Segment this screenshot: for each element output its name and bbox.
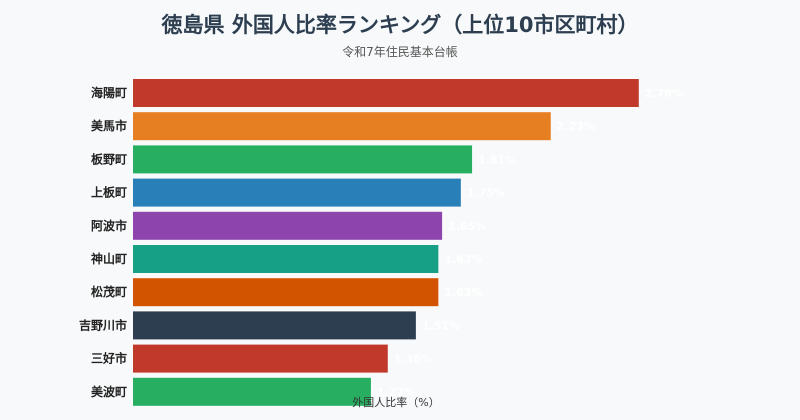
value-label-3: 1.75% [467, 187, 505, 200]
category-label-5: 神山町 [91, 251, 127, 266]
bar-8 [133, 344, 388, 373]
category-label-2: 板野町 [91, 151, 127, 166]
value-label-7: 1.51% [422, 319, 460, 332]
bar-6 [133, 278, 439, 307]
category-label-1: 美馬市 [91, 118, 127, 133]
bar-7 [133, 311, 416, 340]
category-label-9: 美波町 [91, 384, 127, 399]
category-label-0: 海陽町 [91, 85, 127, 100]
bar-5 [133, 245, 439, 273]
category-label-3: 上板町 [91, 185, 127, 200]
bar-1 [133, 112, 551, 141]
category-label-8: 三好市 [91, 351, 127, 366]
category-label-7: 吉野川市 [79, 317, 127, 332]
x-axis-label: 外国人比率（%） [352, 395, 439, 409]
chart-title: 徳島県 外国人比率ランキング（上位10市区町村） [161, 13, 639, 37]
category-label-6: 松茂町 [91, 284, 127, 299]
bar-3 [133, 178, 461, 207]
chart-subtitle: 令和7年住民基本台帳 [342, 44, 458, 59]
value-label-9: 1.27% [377, 386, 415, 399]
bars-group: 海陽町 2.70% 美馬市 2.23% 板野町 1.81% 上板町 1.75% 阿波市 1.65%… [79, 79, 683, 406]
category-label-4: 阿波市 [91, 218, 127, 233]
value-label-4: 1.65% [448, 220, 486, 233]
value-label-2: 1.81% [478, 153, 516, 166]
value-label-8: 1.36% [394, 353, 432, 366]
value-label-5: 1.63% [444, 253, 482, 266]
value-label-0: 2.70% [645, 87, 683, 100]
bar-0 [133, 79, 639, 107]
bar-2 [133, 145, 473, 174]
value-label-1: 2.23% [557, 120, 595, 133]
bar-9 [133, 377, 371, 406]
bar-4 [133, 211, 443, 240]
value-label-6: 1.63% [444, 286, 482, 299]
